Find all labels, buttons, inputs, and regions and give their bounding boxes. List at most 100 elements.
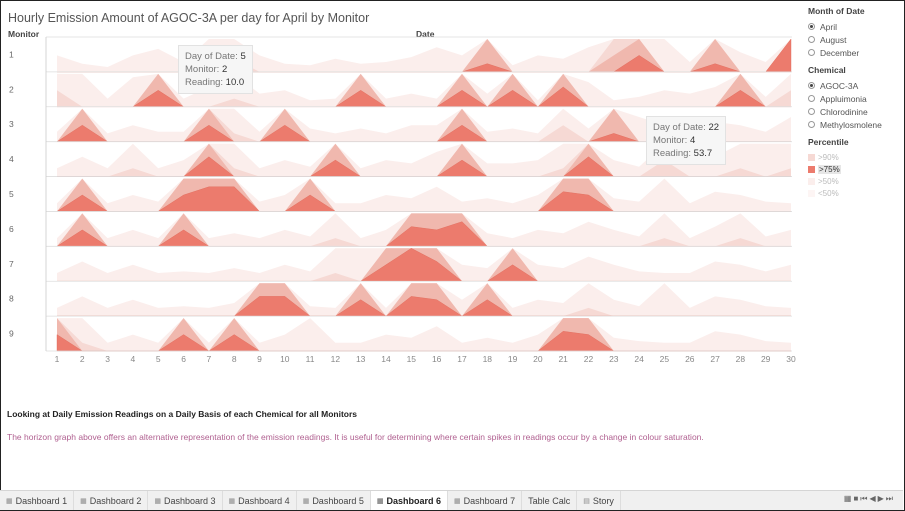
legend-swatch	[808, 177, 815, 185]
tab-navigation[interactable]: ▦■⏮◀▶⏭	[844, 494, 895, 504]
date-tick-label: 30	[786, 354, 796, 364]
tab-dashboard-6[interactable]: ▦ Dashboard 6	[370, 491, 448, 510]
date-tick-label: 13	[356, 354, 366, 364]
monitor-tick-label: 7	[9, 259, 14, 269]
date-tick-label: 1	[55, 354, 60, 364]
radio-icon	[808, 82, 815, 89]
date-tick-label: 25	[660, 354, 670, 364]
filmstrip-icon[interactable]: ■	[853, 494, 861, 503]
chemical-filter: Chemical AGOC-3A Appluimonia Chlorodinin…	[808, 65, 900, 131]
monitor-tick-label: 9	[9, 329, 14, 339]
legend-swatch	[808, 189, 815, 197]
date-tick-label: 20	[533, 354, 543, 364]
date-tick-label: 6	[181, 354, 186, 364]
tooltip-monitor-4: Day of Date: 22 Monitor: 4 Reading: 53.7	[646, 116, 727, 165]
date-tick-label: 10	[280, 354, 290, 364]
month-option-april[interactable]: April	[808, 20, 900, 33]
radio-icon	[808, 23, 815, 30]
caption-title: Looking at Daily Emission Readings on a …	[7, 409, 357, 419]
month-option-december[interactable]: December	[808, 46, 900, 59]
monitor-tick-label: 8	[9, 294, 14, 304]
date-tick-label: 12	[331, 354, 341, 364]
monitor-tick-label: 4	[9, 154, 14, 164]
first-sheet-icon[interactable]: ⏮	[860, 494, 870, 503]
date-tick-label: 23	[609, 354, 619, 364]
date-tick-label: 15	[407, 354, 417, 364]
date-tick-label: 22	[584, 354, 594, 364]
date-axis-header: Date	[416, 29, 435, 39]
dashboard-icon: ▦	[228, 497, 236, 505]
radio-icon	[808, 49, 815, 56]
radio-icon	[808, 95, 815, 102]
date-tick-label: 27	[710, 354, 720, 364]
legend-item-gt90[interactable]: >90%	[808, 151, 900, 163]
prev-sheet-icon[interactable]: ◀	[869, 494, 878, 503]
date-tick-label: 8	[232, 354, 237, 364]
monitor-tick-label: 6	[9, 224, 14, 234]
radio-icon	[808, 36, 815, 43]
monitor-tick-label: 5	[9, 189, 14, 199]
date-tick-label: 21	[558, 354, 568, 364]
legend-item-lt50[interactable]: <50%	[808, 187, 900, 199]
monitor-tick-label: 2	[9, 84, 14, 94]
filter-panel: Month of Date April August December Chem…	[808, 6, 900, 205]
sheet-tab-bar: ▦ Dashboard 1 ▦ Dashboard 2 ▦ Dashboard 3 ▦…	[0, 490, 903, 510]
next-sheet-icon[interactable]: ▶	[877, 494, 886, 503]
tab-dashboard-4[interactable]: ▦ Dashboard 4	[223, 491, 297, 510]
date-tick-label: 5	[156, 354, 161, 364]
month-option-august[interactable]: August	[808, 33, 900, 46]
tab-table-calc[interactable]: Table Calc	[522, 491, 578, 510]
date-tick-label: 29	[761, 354, 771, 364]
last-sheet-icon[interactable]: ⏭	[885, 494, 895, 503]
percentile-legend: Percentile >90% >75% >50% <50%	[808, 137, 900, 199]
legend-item-gt50[interactable]: >50%	[808, 175, 900, 187]
monitor-tick-label: 3	[9, 119, 14, 129]
legend-item-gt75[interactable]: >75%	[808, 163, 900, 175]
monitor-tick-label: 1	[9, 49, 14, 59]
dashboard-icon: ▦	[302, 497, 310, 505]
legend-swatch	[808, 165, 815, 173]
date-tick-label: 18	[483, 354, 493, 364]
chemical-option-appluimonia[interactable]: Appluimonia	[808, 92, 900, 105]
chemical-option-chlorodinine[interactable]: Chlorodinine	[808, 105, 900, 118]
date-tick-label: 3	[105, 354, 110, 364]
month-filter-title: Month of Date	[808, 6, 865, 16]
date-tick-label: 14	[381, 354, 391, 364]
story-icon: ▤	[583, 497, 590, 505]
dashboard-icon: ▦	[376, 497, 384, 505]
horizon-band-monitor-1[interactable]	[57, 39, 791, 72]
chemical-option-agoc-3a[interactable]: AGOC-3A	[808, 79, 900, 92]
tab-dashboard-7[interactable]: ▦ Dashboard 7	[448, 491, 523, 510]
dashboard-icon: ▦	[80, 497, 87, 505]
date-tick-label: 2	[80, 354, 85, 364]
date-tick-label: 7	[207, 354, 212, 364]
horizon-band-monitor-4[interactable]	[57, 143, 791, 177]
date-tick-label: 24	[634, 354, 644, 364]
grid-view-icon[interactable]: ▦	[843, 494, 854, 503]
date-tick-label: 17	[457, 354, 467, 364]
tab-dashboard-2[interactable]: ▦ Dashboard 2	[74, 491, 149, 510]
chart-title: Hourly Emission Amount of AGOC-3A per da…	[8, 11, 370, 25]
chemical-filter-title: Chemical	[808, 65, 846, 75]
tab-dashboard-1[interactable]: ▦ Dashboard 1	[0, 491, 75, 510]
radio-icon	[808, 121, 815, 128]
radio-icon	[808, 108, 815, 115]
date-tick-label: 26	[685, 354, 695, 364]
date-tick-label: 11	[306, 354, 315, 364]
tab-dashboard-5[interactable]: ▦ Dashboard 5	[297, 491, 371, 510]
percentile-legend-title: Percentile	[808, 137, 849, 147]
legend-swatch	[808, 153, 815, 161]
tab-dashboard-3[interactable]: ▦ Dashboard 3	[148, 491, 223, 510]
chemical-option-methylosmolene[interactable]: Methylosmolene	[808, 118, 900, 131]
date-tick-label: 4	[131, 354, 136, 364]
horizon-band-monitor-3[interactable]	[57, 108, 791, 142]
tooltip-monitor-2: Day of Date: 5 Monitor: 2 Reading: 10.0	[178, 45, 253, 94]
dashboard-icon: ▦	[154, 497, 161, 505]
date-tick-label: 19	[508, 354, 518, 364]
date-tick-label: 28	[736, 354, 746, 364]
horizon-band-monitor-4[interactable]	[57, 143, 791, 177]
monitor-axis-header: Monitor	[8, 29, 40, 39]
tab-story[interactable]: ▤ Story	[577, 491, 621, 510]
date-tick-label: 16	[432, 354, 442, 364]
